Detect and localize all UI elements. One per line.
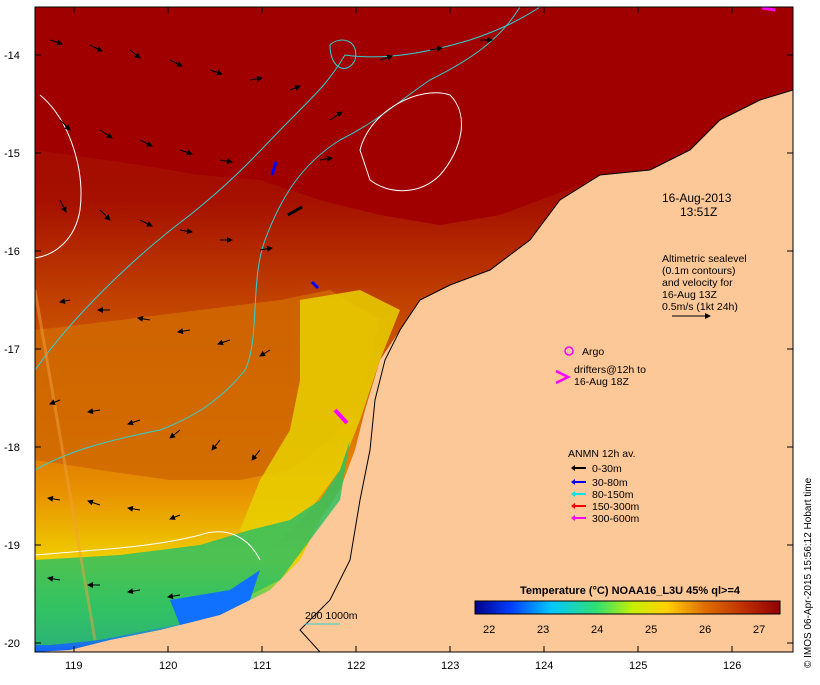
lat-tick-label: -18	[4, 442, 20, 454]
altimetry-line: 16-Aug 13Z	[662, 289, 717, 301]
argo-marker-icon	[564, 346, 574, 356]
lat-tick-label: -16	[4, 246, 20, 258]
argo-label: Argo	[582, 346, 604, 358]
contour-legend-label: 200 1000m	[305, 610, 358, 622]
map-border	[34, 6, 794, 653]
coastline	[299, 89, 793, 652]
anmn-item-label: 30-80m	[592, 477, 628, 489]
anmn-title: ANMN 12h av.	[568, 448, 636, 460]
lat-tick-label: -17	[4, 344, 20, 356]
credit-text: © IMOS 06-Apr-2015 15:56:12 Hobart time	[803, 477, 814, 668]
lon-tick-label: 119	[65, 660, 83, 672]
bathymetry-contour-1000m	[35, 7, 541, 371]
drifters-label: drifters@12h to	[574, 364, 646, 376]
colorbar-title: Temperature (°C) NOAA16_L3U 45% ql>=4	[520, 585, 741, 597]
anmn-legend: ANMN 12h av. 0-30m 30-80m 80-150m 150-30…	[568, 448, 640, 525]
drifter-track-black	[287, 205, 303, 217]
lat-tick-label: -20	[4, 638, 20, 650]
drifters-legend: drifters@12h to 16-Aug 18Z	[555, 364, 646, 388]
time-label: 13:51Z	[680, 205, 717, 219]
altimetry-line: (0.1m contours)	[662, 265, 736, 277]
altimetry-legend: Altimetric sealevel (0.1m contours) and …	[662, 253, 747, 319]
lon-tick-label: 120	[159, 660, 177, 672]
drifter-track-blue	[270, 161, 278, 176]
lon-tick-label: 123	[441, 660, 459, 672]
lon-tick-label: 124	[535, 660, 553, 672]
map-panel	[35, 7, 793, 652]
colorbar-tick: 27	[753, 624, 765, 636]
anmn-item-label: 80-150m	[592, 489, 634, 501]
latitude-axis: -14 -15 -16 -17 -18 -19 -20	[4, 50, 793, 650]
contour-legend: 200 1000m	[305, 610, 358, 625]
lat-tick-label: -15	[4, 148, 20, 160]
sealevel-contour	[359, 92, 462, 192]
drifters-label: 16-Aug 18Z	[574, 376, 629, 388]
colorbar: Temperature (°C) NOAA16_L3U 45% ql>=4 22…	[474, 585, 781, 636]
altimetry-line: Altimetric sealevel	[662, 253, 747, 265]
lat-tick-label: -19	[4, 540, 20, 552]
anmn-item-label: 0-30m	[592, 463, 622, 475]
colorbar-tick: 25	[645, 624, 657, 636]
lon-tick-label: 126	[723, 660, 741, 672]
lon-tick-label: 122	[347, 660, 365, 672]
lat-tick-label: -14	[4, 50, 20, 62]
colorbar-tick: 24	[591, 624, 603, 636]
colorbar-tick: 23	[537, 624, 549, 636]
colorbar-tick: 22	[483, 624, 495, 636]
argo-legend: Argo	[564, 346, 604, 358]
longitude-axis: 119 120 121 122 123 124 125 126	[65, 7, 741, 672]
bathymetry-contour-200m	[35, 7, 521, 471]
drifter-marker-icon	[555, 369, 571, 385]
drifter-track-magenta	[333, 408, 349, 425]
altimetry-line: 0.5m/s (1kt 24h)	[662, 301, 738, 313]
lon-tick-label: 125	[629, 660, 647, 672]
altimetry-line: and velocity for	[662, 277, 733, 289]
anmn-item-label: 300-600m	[592, 513, 640, 525]
velocity-vectors	[47, 37, 493, 600]
colorbar-tick: 26	[699, 624, 711, 636]
anmn-item-label: 150-300m	[592, 501, 640, 513]
date-label: 16-Aug-2013	[662, 191, 732, 205]
colorbar-gradient	[474, 600, 781, 615]
observation-time: 16-Aug-2013 13:51Z	[662, 191, 732, 219]
lon-tick-label: 121	[253, 660, 271, 672]
